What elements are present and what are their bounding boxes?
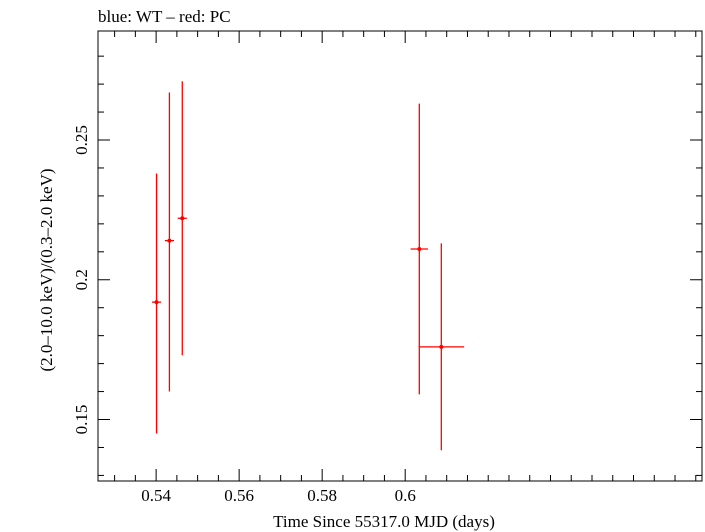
data-point (410, 103, 429, 395)
y-tick-labels: 0.15 0.2 0.25 (72, 125, 91, 434)
chart-title: blue: WT – red: PC (98, 7, 231, 26)
plot-frame (97, 30, 703, 482)
y-axis-label: (2.0–10.0 keV)/(0.3–2.0 keV) (37, 168, 56, 371)
axis-ticks (98, 31, 702, 481)
y-tick-label: 0.25 (72, 125, 91, 155)
data-points (151, 81, 465, 451)
x-tick-label: 0.54 (141, 486, 171, 505)
data-point (418, 243, 465, 451)
x-axis-label: Time Since 55317.0 MJD (days) (273, 512, 495, 531)
data-point (177, 81, 187, 356)
data-point (151, 173, 162, 434)
x-tick-label: 0.6 (395, 486, 416, 505)
point-marker (154, 300, 159, 305)
y-tick-label: 0.2 (72, 269, 91, 290)
x-tick-labels: 0.54 0.56 0.58 0.6 (141, 486, 416, 505)
y-tick-label: 0.15 (72, 405, 91, 435)
point-marker (439, 344, 444, 349)
point-marker (167, 238, 172, 243)
point-marker (180, 216, 185, 221)
x-tick-label: 0.56 (224, 486, 254, 505)
data-point (164, 92, 174, 392)
x-tick-label: 0.58 (307, 486, 337, 505)
point-marker (417, 247, 422, 252)
